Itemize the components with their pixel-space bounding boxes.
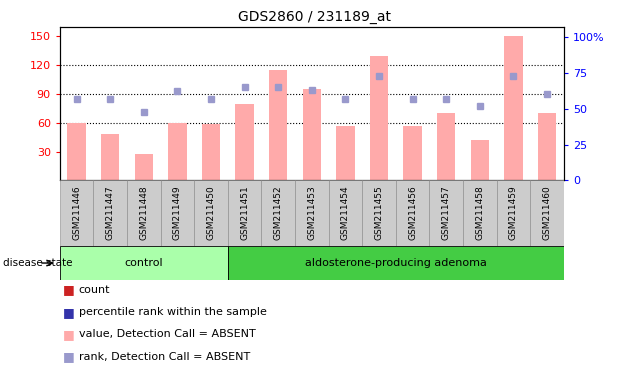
Text: GSM211455: GSM211455: [375, 186, 384, 240]
Bar: [161, 180, 194, 246]
Text: GSM211460: GSM211460: [542, 186, 551, 240]
Bar: [336, 126, 355, 180]
Bar: [228, 180, 261, 246]
Text: ■: ■: [63, 328, 75, 341]
Text: GSM211453: GSM211453: [307, 186, 316, 240]
Bar: [538, 113, 556, 180]
Text: ■: ■: [63, 350, 75, 363]
Text: GSM211454: GSM211454: [341, 186, 350, 240]
Bar: [430, 180, 463, 246]
Text: rank, Detection Call = ABSENT: rank, Detection Call = ABSENT: [79, 352, 250, 362]
Bar: [396, 180, 430, 246]
Bar: [504, 36, 523, 180]
Bar: [362, 180, 396, 246]
Bar: [60, 246, 228, 280]
Bar: [437, 113, 455, 180]
Text: GSM211459: GSM211459: [509, 186, 518, 240]
Bar: [194, 180, 228, 246]
Bar: [93, 180, 127, 246]
Bar: [261, 180, 295, 246]
Text: ■: ■: [63, 306, 75, 319]
Bar: [403, 126, 422, 180]
Bar: [463, 180, 496, 246]
Bar: [228, 246, 564, 280]
Bar: [302, 89, 321, 180]
Text: GSM211447: GSM211447: [106, 186, 115, 240]
Text: GSM211458: GSM211458: [476, 186, 484, 240]
Bar: [127, 180, 161, 246]
Bar: [370, 56, 388, 180]
Bar: [101, 134, 120, 180]
Text: disease state: disease state: [3, 258, 72, 268]
Text: GSM211446: GSM211446: [72, 186, 81, 240]
Text: control: control: [125, 258, 163, 268]
Bar: [269, 70, 287, 180]
Text: aldosterone-producing adenoma: aldosterone-producing adenoma: [305, 258, 487, 268]
Text: count: count: [79, 285, 110, 295]
Bar: [168, 123, 186, 180]
Text: GSM211448: GSM211448: [139, 186, 148, 240]
Bar: [60, 180, 93, 246]
Bar: [236, 104, 254, 180]
Bar: [329, 180, 362, 246]
Text: GSM211457: GSM211457: [442, 186, 450, 240]
Text: ■: ■: [63, 283, 75, 296]
Bar: [67, 123, 86, 180]
Text: GSM211450: GSM211450: [207, 186, 215, 240]
Text: GSM211452: GSM211452: [274, 186, 283, 240]
Bar: [295, 180, 329, 246]
Text: GSM211449: GSM211449: [173, 186, 182, 240]
Text: percentile rank within the sample: percentile rank within the sample: [79, 307, 266, 317]
Bar: [530, 180, 564, 246]
Bar: [202, 124, 220, 180]
Text: GSM211451: GSM211451: [240, 186, 249, 240]
Bar: [135, 154, 153, 180]
Bar: [496, 180, 530, 246]
Text: value, Detection Call = ABSENT: value, Detection Call = ABSENT: [79, 329, 256, 339]
Text: GDS2860 / 231189_at: GDS2860 / 231189_at: [239, 10, 391, 23]
Text: GSM211456: GSM211456: [408, 186, 417, 240]
Bar: [471, 140, 489, 180]
